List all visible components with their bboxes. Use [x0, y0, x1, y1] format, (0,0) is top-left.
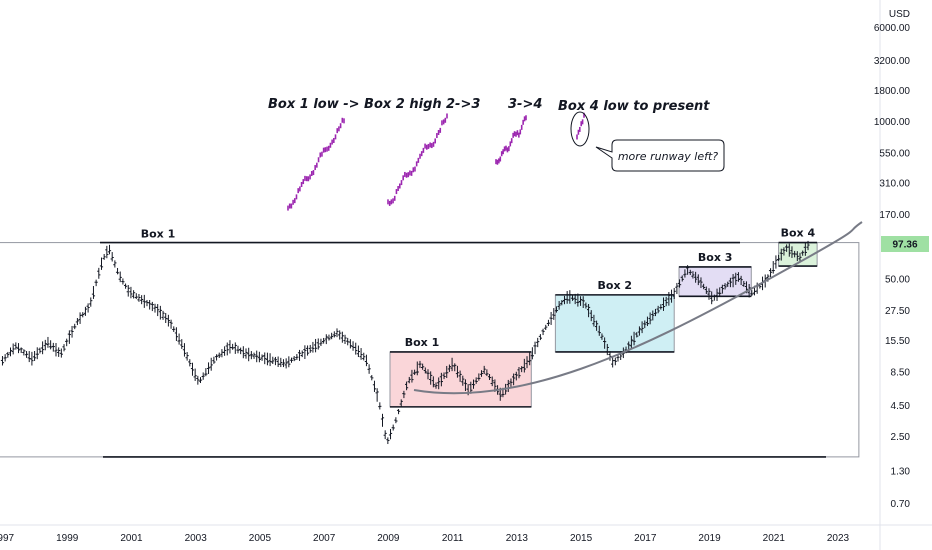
box-label: Box 2	[598, 279, 633, 292]
callout-text: more runway left?	[618, 150, 718, 163]
last-price-tag	[881, 236, 929, 252]
x-tick-label: 2001	[120, 533, 143, 544]
y-tick-label: 2.50	[891, 432, 911, 443]
annotation-text: Box 1 low -> Box 2 high	[268, 97, 442, 112]
x-tick-label: 2015	[570, 533, 593, 544]
box-label: Box 1	[405, 336, 440, 349]
range-box	[554, 294, 675, 353]
annotation-text: Box 4 low to present	[558, 99, 710, 114]
x-tick-label: 2005	[249, 533, 272, 544]
x-tick-label: 2017	[634, 533, 657, 544]
x-tick-label: 1999	[56, 533, 79, 544]
y-tick-label: 50.00	[885, 275, 910, 286]
y-tick-label: 1000.00	[874, 117, 911, 128]
annotation-text: 3->4	[508, 97, 542, 112]
projection-2-to-3	[387, 113, 448, 206]
support-curve	[413, 221, 863, 395]
price-bars	[0, 240, 810, 445]
box-label: Box 1	[141, 228, 176, 241]
y-tick-label: 1.30	[891, 467, 911, 478]
annotations: Box 1 low -> Box 2 high 2->3 3->4 Box 4 low…	[268, 97, 725, 211]
y-tick-label: 3200.00	[874, 56, 911, 67]
last-price-label: 97.36	[892, 240, 917, 251]
y-tick-label: 1800.00	[874, 86, 911, 97]
y-tick-label: 27.50	[885, 306, 910, 317]
projection-box1-to-box2	[287, 117, 345, 211]
x-tick-label: 2019	[698, 533, 721, 544]
highlight-ellipse	[570, 111, 590, 147]
x-tick-label: 2011	[442, 533, 464, 544]
y-tick-label: 310.00	[879, 179, 910, 190]
x-tick-label: 2007	[313, 533, 336, 544]
y-tick-label: 0.70	[891, 499, 911, 510]
x-tick-label: 2013	[506, 533, 529, 544]
x-tick-label: 2009	[377, 533, 400, 544]
y-tick-label: 170.00	[879, 210, 910, 221]
box-label: Box 4	[781, 227, 816, 240]
callout-bubble	[595, 139, 725, 172]
y-tick-label: 6000.00	[874, 23, 911, 34]
x-axis: 1997 1999 2001 2003 2005 2007 2009 2011 2013 2015…	[0, 524, 932, 544]
projection-3-to-4	[495, 115, 527, 165]
annotation-text: 2->3	[446, 97, 480, 112]
range-boxes: Box 1 Box 1 Box 2 Box 3 Box 4	[0, 227, 860, 458]
parabolic-support-curve	[413, 221, 863, 395]
x-tick-label: 2003	[185, 533, 208, 544]
y-tick-label: 550.00	[879, 148, 910, 159]
y-tick-label: 4.50	[891, 401, 911, 412]
range-box	[389, 351, 532, 408]
y-axis: 6000.00 3200.00 1800.00 1000.00 550.00 310.00…	[874, 0, 929, 550]
x-tick-label: 2023	[827, 533, 850, 544]
x-tick-label: 2021	[763, 533, 786, 544]
y-tick-label: 15.50	[885, 336, 910, 347]
y-tick-label: 8.50	[891, 368, 911, 379]
box-label: Box 3	[698, 251, 733, 264]
plot-background	[0, 0, 880, 525]
x-tick-label: 1997	[0, 533, 15, 544]
currency-label: USD	[889, 9, 910, 20]
